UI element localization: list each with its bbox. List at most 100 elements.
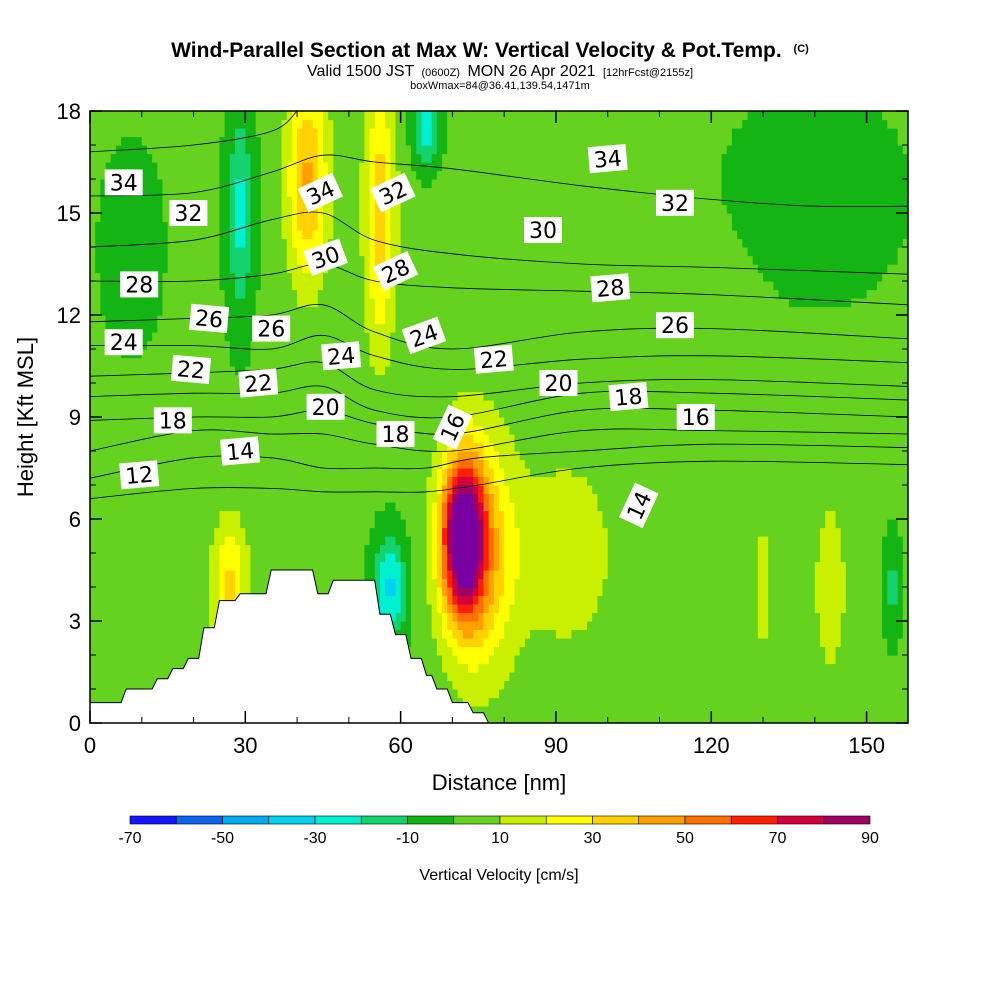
- velocity-cell: [193, 442, 200, 452]
- velocity-cell: [276, 451, 283, 461]
- velocity-cell: [400, 459, 407, 469]
- velocity-cell: [198, 536, 205, 546]
- velocity-cell: [364, 298, 371, 308]
- velocity-cell: [291, 400, 298, 410]
- velocity-cell: [126, 247, 133, 257]
- velocity-cell: [126, 400, 133, 410]
- velocity-cell: [390, 553, 397, 563]
- velocity-cell: [188, 621, 195, 631]
- velocity-cell: [400, 408, 407, 418]
- velocity-cell: [95, 485, 101, 495]
- velocity-cell: [95, 604, 101, 614]
- velocity-cell: [410, 536, 417, 546]
- velocity-cell: [121, 570, 127, 580]
- velocity-cell: [172, 561, 179, 571]
- velocity-cell: [364, 128, 371, 138]
- velocity-cell: [369, 570, 376, 580]
- velocity-cell: [136, 298, 143, 308]
- velocity-cell: [240, 221, 246, 231]
- velocity-cell: [157, 366, 164, 376]
- velocity-cell: [436, 595, 443, 605]
- velocity-cell: [157, 434, 164, 444]
- velocity-cell: [162, 536, 169, 546]
- velocity-cell: [271, 468, 277, 478]
- velocity-cell: [291, 281, 298, 291]
- velocity-cell: [188, 170, 195, 180]
- velocity-cell: [198, 238, 205, 248]
- velocity-cell: [400, 221, 407, 231]
- velocity-cell: [121, 510, 127, 520]
- velocity-cell: [426, 663, 433, 673]
- velocity-cell: [152, 204, 158, 214]
- velocity-cell: [95, 315, 101, 325]
- velocity-cell: [209, 187, 215, 197]
- velocity-cell: [447, 587, 454, 597]
- velocity-cell: [307, 306, 314, 316]
- velocity-cell: [276, 408, 283, 418]
- velocity-cell: [183, 451, 189, 461]
- velocity-cell: [260, 451, 267, 461]
- velocity-cell: [426, 204, 433, 214]
- velocity-cell: [317, 340, 324, 350]
- velocity-cell: [146, 561, 153, 571]
- velocity-cell: [312, 145, 319, 155]
- velocity-cell: [426, 527, 433, 537]
- velocity-cell: [162, 366, 169, 376]
- velocity-cell: [152, 510, 158, 520]
- velocity-cell: [416, 196, 422, 206]
- velocity-cell: [240, 425, 246, 435]
- velocity-cell: [100, 612, 107, 622]
- velocity-cell: [307, 289, 314, 299]
- velocity-cell: [157, 663, 164, 673]
- velocity-cell: [271, 349, 277, 359]
- velocity-cell: [105, 578, 112, 588]
- velocity-cell: [141, 595, 148, 605]
- velocity-cell: [442, 306, 448, 316]
- velocity-cell: [157, 230, 164, 240]
- velocity-cell: [390, 527, 397, 537]
- velocity-cell: [410, 238, 417, 248]
- velocity-cell: [343, 476, 350, 486]
- velocity-cell: [255, 357, 262, 367]
- velocity-cell: [110, 527, 117, 537]
- velocity-cell: [395, 621, 402, 631]
- velocity-cell: [121, 119, 127, 129]
- velocity-cell: [178, 604, 184, 614]
- velocity-cell: [395, 519, 402, 529]
- velocity-cell: [95, 621, 101, 631]
- velocity-cell: [421, 119, 428, 129]
- velocity-cell: [209, 128, 215, 138]
- velocity-cell: [162, 221, 169, 231]
- velocity-cell: [115, 374, 122, 384]
- velocity-cell: [209, 145, 215, 155]
- velocity-cell: [431, 204, 438, 214]
- velocity-cell: [416, 536, 422, 546]
- velocity-cell: [95, 629, 101, 639]
- velocity-cell: [214, 383, 221, 393]
- velocity-cell: [302, 510, 309, 520]
- velocity-cell: [245, 340, 252, 350]
- velocity-cell: [343, 425, 350, 435]
- velocity-cell: [198, 612, 205, 622]
- velocity-cell: [271, 196, 277, 206]
- velocity-cell: [354, 272, 360, 282]
- velocity-cell: [172, 128, 179, 138]
- velocity-cell: [214, 357, 221, 367]
- velocity-cell: [141, 196, 148, 206]
- velocity-cell: [379, 383, 386, 393]
- velocity-cell: [338, 281, 345, 291]
- velocity-cell: [400, 595, 407, 605]
- velocity-cell: [214, 510, 221, 520]
- velocity-cell: [276, 238, 283, 248]
- velocity-cell: [297, 332, 303, 342]
- velocity-cell: [183, 646, 189, 656]
- velocity-cell: [188, 153, 195, 163]
- velocity-cell: [421, 179, 428, 189]
- velocity-cell: [359, 213, 365, 223]
- velocity-cell: [172, 281, 179, 291]
- velocity-cell: [100, 638, 107, 648]
- velocity-cell: [436, 145, 443, 155]
- velocity-cell: [374, 162, 381, 172]
- velocity-cell: [146, 434, 153, 444]
- velocity-cell: [183, 570, 189, 580]
